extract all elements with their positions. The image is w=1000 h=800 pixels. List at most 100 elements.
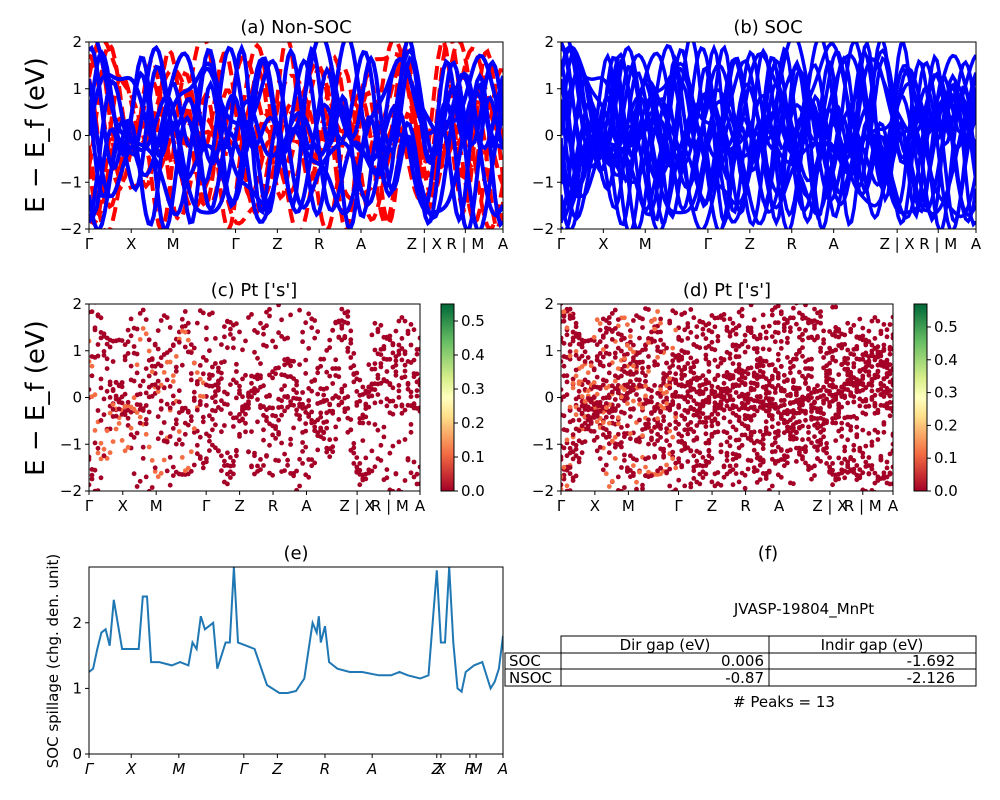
panel-c-point: [231, 424, 236, 429]
panel-c-point: [315, 401, 321, 406]
panel-c-point: [381, 378, 387, 384]
panel-d-point: [606, 430, 612, 436]
panel-d-point: [603, 385, 609, 391]
panel-e-spillage-line: [89, 567, 503, 694]
panel-d-point: [670, 449, 676, 455]
panel-d-point: [815, 298, 820, 303]
panel-d-point: [706, 321, 712, 327]
panel-d-point: [664, 345, 669, 351]
panel-d-point: [567, 342, 573, 347]
panel-d-point: [615, 375, 621, 381]
panel-c-point: [191, 360, 197, 366]
panel-d-point: [679, 464, 685, 470]
panel-c-point: [161, 420, 167, 425]
panel-d-point: [827, 391, 832, 397]
panel-d-xtick-label: Γ: [674, 497, 683, 515]
panel-b-xtick-label: A: [971, 235, 982, 253]
panel-b-xtick-label: R | M: [919, 235, 957, 253]
panel-c-point: [402, 368, 408, 374]
panel-c-point: [360, 420, 366, 426]
panel-d-point: [661, 405, 666, 411]
panel-d-point: [757, 477, 763, 482]
panel-d-point: [564, 379, 570, 385]
panel-d-point: [769, 312, 775, 318]
panel-d-point: [631, 470, 636, 476]
panel-c-point: [324, 449, 330, 455]
panel-d-point: [766, 362, 772, 368]
panel-c-point: [194, 442, 200, 448]
panel-c-point: [158, 382, 164, 388]
panel-d-point: [591, 380, 597, 385]
panel-c-point: [125, 423, 131, 428]
panel-c-point: [89, 309, 95, 315]
panel-c-point: [324, 397, 330, 403]
panel-d-point: [881, 429, 887, 435]
panel-d-point: [869, 463, 875, 468]
panel-d-point: [658, 465, 663, 471]
panel-c-point: [98, 440, 104, 446]
panel-d-point: [640, 405, 645, 411]
panel-e-frame: [88, 566, 504, 755]
panel-c-point: [101, 412, 107, 418]
panel-c-point: [273, 424, 278, 429]
panel-c-point: [330, 408, 336, 414]
panel-d-point: [736, 343, 742, 349]
panel-c-point: [315, 447, 321, 453]
panel-c-point: [369, 366, 375, 372]
panel-d-point: [619, 409, 624, 415]
gap-table: Dir gap (eV) Indir gap (eV) SOC 0.006 -1…: [504, 635, 977, 687]
panel-d-xtick-label: R | M: [844, 497, 882, 515]
panel-d-point: [622, 335, 627, 341]
panel-c-point: [279, 387, 284, 392]
panel-d-point: [818, 314, 823, 319]
panel-d-point: [646, 368, 651, 374]
panel-d-point: [830, 332, 835, 337]
panel-d-point: [588, 421, 594, 426]
panel-d-point: [649, 394, 654, 400]
panel-d-point: [715, 373, 721, 378]
panel-d-point: [751, 317, 757, 323]
panel-c-point: [279, 412, 284, 418]
panel-c-point: [276, 304, 281, 308]
panel-d-point: [585, 388, 591, 394]
panel-d-point: [628, 334, 633, 339]
panel-d-point: [628, 414, 633, 419]
panel-d-point: [866, 372, 872, 378]
panel-d-point: [797, 326, 802, 332]
panel-d-point: [872, 470, 878, 476]
panel-d-point: [573, 331, 579, 337]
panel-d-point: [706, 459, 712, 465]
panel-c-point: [408, 342, 414, 348]
panel-d-point: [564, 453, 570, 459]
panel-d-point: [685, 459, 691, 464]
panel-d-point: [694, 377, 700, 383]
panel-c-point: [303, 405, 309, 410]
panel-d-point: [658, 434, 663, 440]
panel-c-xtick-label: X: [118, 497, 128, 515]
panel-d-point: [839, 342, 845, 347]
panel-c-point: [170, 379, 176, 384]
panel-d-point: [655, 344, 660, 350]
panel-d-point: [821, 446, 826, 452]
panel-d-point: [806, 386, 811, 392]
panel-d-point: [791, 315, 796, 321]
panel-d-point: [824, 388, 829, 394]
panel-d-point: [742, 338, 748, 344]
panel-c-point: [216, 365, 221, 371]
panel-d-point: [576, 407, 582, 412]
panel-d-point: [769, 483, 775, 489]
panel-c-point: [170, 464, 176, 470]
panel-c-point: [131, 406, 137, 412]
panel-c-point: [173, 368, 179, 374]
panel-d-point: [628, 379, 633, 384]
panel-d-point: [839, 467, 845, 473]
panel-c-point: [89, 472, 95, 478]
panel-d-point: [842, 444, 848, 450]
panel-f-title: (f): [758, 543, 778, 564]
panel-c-point: [273, 436, 278, 441]
panel-d-point: [703, 431, 709, 437]
panel-d-point: [658, 387, 663, 392]
panel-c-point: [369, 381, 375, 387]
panel-d-point: [712, 394, 718, 400]
panel-d-point: [742, 485, 748, 491]
